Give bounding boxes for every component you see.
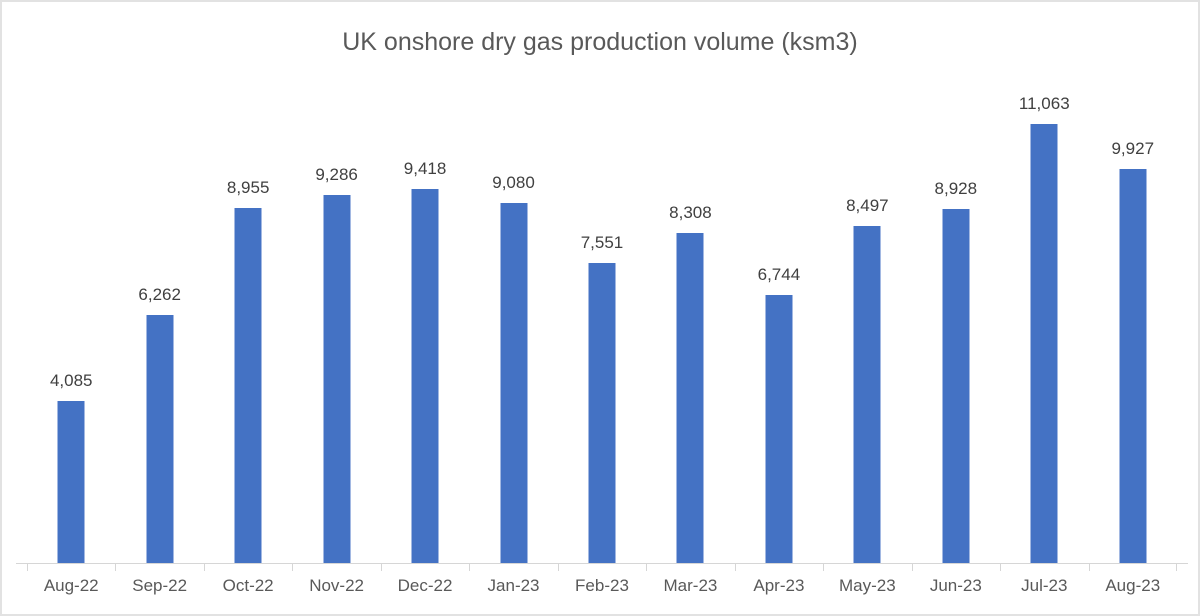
x-axis-tick: [646, 563, 647, 571]
x-axis-label-jun-23: Jun-23: [929, 576, 982, 595]
category-slot-aug-23: 9,927 Aug-23: [1089, 77, 1177, 595]
bar-jan-23: [500, 203, 528, 563]
x-axis-label-jul-23: Jul-23: [1021, 576, 1068, 595]
value-label-dec-22: 9,418: [403, 159, 447, 178]
category-slot-sep-22: 6,262 Sep-22: [115, 77, 203, 595]
x-axis-label-aug-23: Aug-23: [1105, 576, 1161, 595]
x-axis-tick: [204, 563, 205, 571]
category-slot-aug-22: 4,085 Aug-22: [27, 77, 115, 595]
bar-mar-23: [676, 233, 704, 563]
x-axis-tick: [27, 563, 28, 571]
bar-oct-22: [234, 208, 262, 563]
category-slot-nov-22: 9,286 Nov-22: [292, 77, 380, 595]
x-axis-label-apr-23: Apr-23: [753, 576, 805, 595]
x-axis-tick: [115, 563, 116, 571]
x-axis-label-nov-22: Nov-22: [309, 576, 364, 595]
x-axis-label-feb-23: Feb-23: [575, 576, 629, 595]
value-label-nov-22: 9,286: [315, 165, 358, 184]
category-slot-mar-23: 8,308 Mar-23: [646, 77, 734, 595]
bar-jul-23: [1030, 124, 1058, 563]
x-axis-label-may-23: May-23: [839, 576, 896, 595]
value-label-sep-22: 6,262: [138, 285, 181, 304]
x-axis-tick: [912, 563, 913, 571]
bar-sep-22: [146, 315, 174, 563]
x-axis-tick: [735, 563, 736, 571]
x-axis-label-mar-23: Mar-23: [663, 576, 718, 595]
bar-may-23: [853, 226, 881, 563]
x-axis-label-jan-23: Jan-23: [487, 576, 540, 595]
x-axis-label-sep-22: Sep-22: [132, 576, 188, 595]
category-slot-jan-23: 9,080 Jan-23: [469, 77, 557, 595]
bar-dec-22: [411, 189, 439, 563]
x-axis-tick: [469, 563, 470, 571]
value-label-may-23: 8,497: [846, 196, 889, 215]
value-label-jul-23: 11,063: [1018, 94, 1070, 113]
category-slot-jun-23: 8,928 Jun-23: [912, 77, 1000, 595]
value-label-jun-23: 8,928: [934, 179, 978, 198]
value-label-aug-22: 4,085: [49, 371, 93, 390]
category-slot-apr-23: 6,744 Apr-23: [735, 77, 823, 595]
value-label-oct-22: 8,955: [226, 178, 270, 197]
x-axis-label-dec-22: Dec-22: [397, 576, 453, 595]
plot-area: 4,085 Aug-22 6,262 Sep-22 8,955 Oct-22 9,286 No…: [16, 77, 1188, 595]
category-slot-feb-23: 7,551 Feb-23: [558, 77, 646, 595]
category-slot-jul-23: 11,063 Jul-23: [1000, 77, 1088, 595]
category-slot-dec-22: 9,418 Dec-22: [381, 77, 469, 595]
bar-feb-23: [588, 263, 616, 563]
x-axis-tick: [1089, 563, 1090, 571]
x-axis-tick: [558, 563, 559, 571]
x-axis-tick: [1000, 563, 1001, 571]
value-label-feb-23: 7,551: [580, 233, 624, 252]
x-axis-tick: [1176, 563, 1177, 571]
bar-jun-23: [942, 209, 970, 563]
x-axis-label-aug-22: Aug-22: [43, 576, 99, 595]
value-label-aug-23: 9,927: [1111, 139, 1155, 158]
value-label-mar-23: 8,308: [669, 203, 712, 222]
x-axis-tick: [381, 563, 382, 571]
value-label-apr-23: 6,744: [757, 265, 801, 284]
x-axis-label-oct-22: Oct-22: [222, 576, 274, 595]
bar-apr-23: [765, 295, 793, 563]
category-slot-oct-22: 8,955 Oct-22: [204, 77, 292, 595]
x-axis-tick: [292, 563, 293, 571]
bar-nov-22: [323, 195, 351, 563]
chart-title: UK onshore dry gas production volume (ks…: [342, 28, 858, 56]
x-axis-line: [16, 563, 1188, 564]
bar-aug-23: [1119, 169, 1147, 563]
x-axis-tick: [823, 563, 824, 571]
category-slot-may-23: 8,497 May-23: [823, 77, 911, 595]
bar-aug-22: [57, 401, 85, 563]
value-label-jan-23: 9,080: [492, 173, 535, 192]
